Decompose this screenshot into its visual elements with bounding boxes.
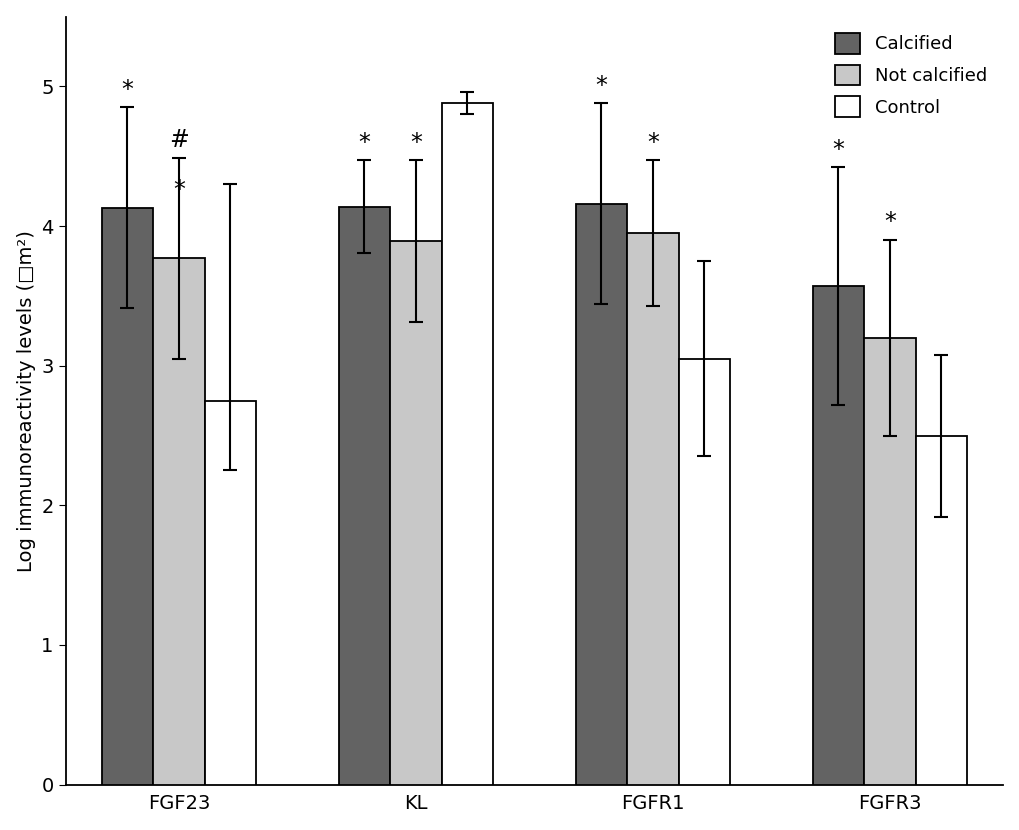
Text: *: * — [410, 131, 422, 155]
Text: *: * — [121, 78, 133, 102]
Bar — [575, 204, 627, 784]
Bar — [102, 208, 153, 784]
Text: *: * — [595, 74, 606, 98]
Bar — [205, 401, 256, 784]
Text: *: * — [832, 138, 844, 162]
Text: *: * — [646, 131, 658, 155]
Bar — [627, 233, 678, 784]
Bar — [812, 286, 863, 784]
Bar — [863, 338, 915, 784]
Bar — [441, 103, 493, 784]
Text: #: # — [169, 128, 189, 152]
Y-axis label: Log immunoreactivity levels (□m²): Log immunoreactivity levels (□m²) — [16, 230, 36, 572]
Bar — [390, 242, 441, 784]
Legend: Calcified, Not calcified, Control: Calcified, Not calcified, Control — [827, 26, 994, 124]
Text: *: * — [173, 178, 184, 203]
Bar — [153, 258, 205, 784]
Text: *: * — [883, 211, 895, 235]
Bar — [678, 359, 730, 784]
Text: *: * — [358, 131, 370, 155]
Bar — [915, 436, 966, 784]
Bar — [338, 207, 390, 784]
